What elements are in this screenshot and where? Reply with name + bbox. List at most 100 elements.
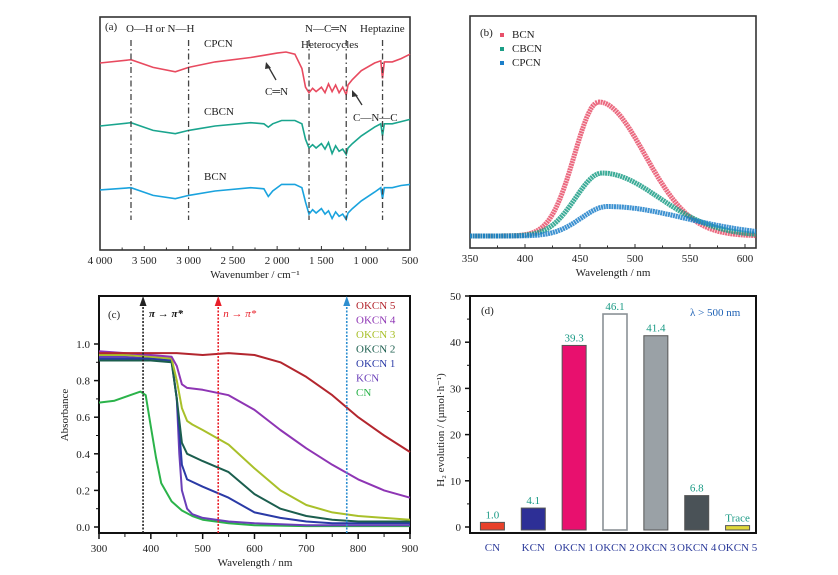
y-tick-label: 0 xyxy=(456,522,462,534)
panel-a-xlabel: Wavenumber / cm⁻¹ xyxy=(210,269,299,281)
panel-a-ftir-chart: 4 000 3 500 3 000 2 500 2 000 1 500 1 000 500 (… xyxy=(88,16,419,281)
bar-value-label: 4.1 xyxy=(526,495,540,507)
x-tick-label: 2 000 xyxy=(265,255,290,267)
x-tick-label: 1 000 xyxy=(353,255,378,267)
ftir-line-cbcn xyxy=(99,118,411,157)
bar-okcn-1 xyxy=(561,344,587,531)
annotation-cnc: C—N—C xyxy=(353,112,398,124)
category-label: OKCN 3 xyxy=(636,542,676,554)
category-label: OKCN 5 xyxy=(718,542,758,554)
arrow-cnc-head xyxy=(352,90,358,97)
annotation-heptazine: Heptazine xyxy=(360,23,405,35)
x-tick-label: 550 xyxy=(682,253,699,265)
x-tick-label: 350 xyxy=(462,253,479,265)
annotation-cn-triple: C═N xyxy=(265,86,288,98)
x-tick-label: 400 xyxy=(517,253,534,265)
legend-label-okcn-5: OKCN 5 xyxy=(356,300,396,312)
x-tick-label: 300 xyxy=(91,543,108,555)
series-label-cbcn: CBCN xyxy=(204,106,234,118)
bar-kcn xyxy=(520,507,546,531)
category-label: OKCN 4 xyxy=(677,542,717,554)
bar-value-label: Trace xyxy=(725,513,750,525)
legend-label-cpcn: CPCN xyxy=(512,57,541,69)
arrow-cn xyxy=(267,65,277,81)
series-label-bcn: BCN xyxy=(204,171,227,183)
abs-curve-okcn-3 xyxy=(99,354,411,521)
x-tick-label: 600 xyxy=(246,543,263,555)
x-tick-label: 400 xyxy=(143,543,160,555)
x-tick-label: 1 500 xyxy=(309,255,334,267)
panel-b-pl-chart: 350 400 450 500 550 600 (b) BCN CBCN CPCN Wavel… xyxy=(462,15,757,279)
arrow-head-icon xyxy=(214,296,222,306)
label-pi-pi-star: π → π* xyxy=(149,308,184,320)
legend-label-cn: CN xyxy=(356,387,371,399)
x-tick-label: 4 000 xyxy=(88,255,113,267)
annotation-heterocycles: Heterocycles xyxy=(301,39,358,51)
bar-cn xyxy=(479,521,505,531)
abs-curve-okcn-1 xyxy=(99,357,410,525)
x-tick-label: 800 xyxy=(350,543,367,555)
wavelength-condition: λ > 500 nm xyxy=(690,307,741,319)
x-tick-label: 700 xyxy=(298,543,315,555)
y-tick-label: 0.2 xyxy=(76,485,90,497)
x-tick-label: 2 500 xyxy=(220,255,245,267)
category-label: OKCN 1 xyxy=(554,542,593,554)
panel-d-frame xyxy=(469,295,757,534)
abs-curve-okcn-2 xyxy=(99,359,410,523)
category-label: CN xyxy=(485,542,500,554)
annotation-oh-nh: O—H or N—H xyxy=(126,23,194,35)
category-label: OKCN 2 xyxy=(595,542,634,554)
y-tick-label: 0.4 xyxy=(76,449,90,461)
panel-c-ylabel: Absorbance xyxy=(59,389,71,442)
panel-c-absorbance-chart: 300 400 500 600 700 800 9000.00.20.40.60.81.0 … xyxy=(59,295,419,569)
panel-d-label: (d) xyxy=(481,305,494,317)
bar-value-label: 6.8 xyxy=(690,483,704,495)
y-tick-label: 1.0 xyxy=(76,339,90,351)
abs-curve-okcn-4 xyxy=(98,350,411,499)
y-tick-label: 40 xyxy=(450,337,462,349)
y-tick-label: 0.0 xyxy=(76,522,90,534)
x-tick-label: 500 xyxy=(402,255,419,267)
bar-value-label: 46.1 xyxy=(605,301,624,313)
abs-curve-okcn-5 xyxy=(99,352,411,453)
x-tick-label: 450 xyxy=(572,253,589,265)
annotation-ncn: N—C═N xyxy=(305,23,347,35)
bar-value-label: 41.4 xyxy=(646,323,666,335)
panel-c-xlabel: Wavelength / nm xyxy=(218,557,293,569)
bar-okcn-3 xyxy=(643,335,669,531)
panel-d-ylabel: H₂ evolution / (µmol·h⁻¹) xyxy=(435,373,447,487)
legend-label-okcn-3: OKCN 3 xyxy=(356,329,396,341)
legend-label-okcn-4: OKCN 4 xyxy=(356,315,396,327)
bar-okcn-2 xyxy=(602,313,628,531)
x-tick-label: 900 xyxy=(402,543,419,555)
panel-b-frame xyxy=(469,15,757,249)
legend-marker-bcn xyxy=(500,33,504,37)
y-tick-label: 10 xyxy=(450,476,462,488)
panel-b-label: (b) xyxy=(480,27,493,39)
ftir-line-cpcn xyxy=(99,183,411,222)
ftir-line-bcn xyxy=(99,51,411,98)
legend-label-okcn-2: OKCN 2 xyxy=(356,344,395,356)
y-tick-label: 20 xyxy=(450,430,462,442)
legend-marker-cbcn xyxy=(500,47,504,51)
legend-label-kcn: KCN xyxy=(356,373,379,385)
y-tick-label: 30 xyxy=(450,383,462,395)
bar-okcn-5 xyxy=(725,525,751,531)
panel-d-h2-bar-chart: 1.0 CN 4.1 KCN 39.3 OKCN 1 46.1 OKCN 2 41.4 OKCN … xyxy=(435,291,758,554)
panel-a-label: (a) xyxy=(105,21,118,33)
y-tick-label: 0.6 xyxy=(76,412,90,424)
arrow-head-icon xyxy=(343,296,351,306)
pl-curve-bcn xyxy=(470,99,757,239)
panel-b-xlabel: Wavelength / nm xyxy=(576,267,651,279)
legend-label-okcn-1: OKCN 1 xyxy=(356,358,395,370)
arrow-head-icon xyxy=(139,296,147,306)
y-tick-label: 50 xyxy=(450,291,462,303)
y-tick-label: 0.8 xyxy=(76,376,90,388)
legend-label-cbcn: CBCN xyxy=(512,43,542,55)
x-tick-label: 3 500 xyxy=(132,255,157,267)
abs-curve-cn xyxy=(98,390,410,528)
label-n-pi-star: n → π* xyxy=(223,308,257,320)
bar-value-label: 1.0 xyxy=(486,509,500,521)
x-tick-label: 600 xyxy=(737,253,754,265)
